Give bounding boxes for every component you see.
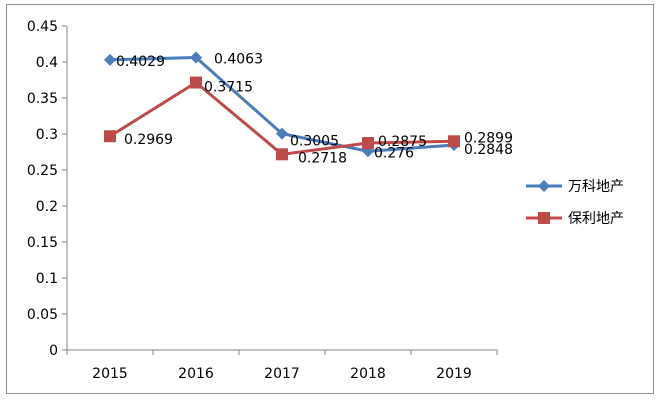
series-1-point-square <box>362 137 374 149</box>
chart-axes: 0 0.05 0.1 0.15 0.2 0.25 0.3 0.35 0.4 0.45 2015 201… <box>27 19 498 382</box>
y-tick-label: 0.1 <box>36 271 58 287</box>
series-0-point-diamond <box>190 51 202 64</box>
y-tick-label: 0 <box>49 343 58 359</box>
series-1-point-square <box>276 148 288 161</box>
legend-label-1: 保利地产 <box>568 211 624 227</box>
data-label: 0.2899 <box>464 130 513 146</box>
series-1-point-square <box>104 130 116 143</box>
y-tick-label: 0.25 <box>27 163 58 179</box>
y-tick-label: 0.45 <box>27 19 58 35</box>
data-label: 0.2969 <box>124 132 173 148</box>
data-label: 0.3005 <box>290 134 339 150</box>
legend-label-0: 万科地产 <box>568 179 624 195</box>
series-0-point-diamond <box>276 127 288 140</box>
data-label: 0.4063 <box>214 51 263 67</box>
x-tick-label: 2018 <box>350 366 386 382</box>
y-tick-label: 0.4 <box>36 55 58 71</box>
y-tick-label: 0.3 <box>36 127 58 143</box>
data-label: 0.3715 <box>204 80 253 96</box>
chart-series <box>104 51 460 161</box>
chart-frame <box>6 4 654 394</box>
y-tick-label: 0.15 <box>27 235 58 251</box>
data-label: 0.2718 <box>298 150 347 166</box>
series-0-point-diamond <box>104 53 116 66</box>
y-tick-label: 0.05 <box>27 307 58 323</box>
y-tick-label: 0.2 <box>36 199 58 215</box>
chart-data-labels: 0.4029 0.4063 0.3005 0.276 0.2848 0.2969 0.371… <box>116 51 513 166</box>
legend-marker-diamond <box>538 180 550 192</box>
series-1-point-square <box>190 76 202 89</box>
data-label: 0.276 <box>374 145 414 161</box>
x-tick-label: 2015 <box>92 366 128 382</box>
series-1-point-square <box>448 135 460 148</box>
x-tick-label: 2017 <box>264 366 300 382</box>
y-tick-label: 0.35 <box>27 91 58 107</box>
legend-marker-square <box>538 212 550 224</box>
data-label: 0.2875 <box>378 134 427 150</box>
x-tick-label: 2016 <box>178 366 214 382</box>
x-tick-label: 2019 <box>436 366 472 382</box>
data-label: 0.2848 <box>464 142 513 158</box>
data-label: 0.4029 <box>116 54 165 70</box>
